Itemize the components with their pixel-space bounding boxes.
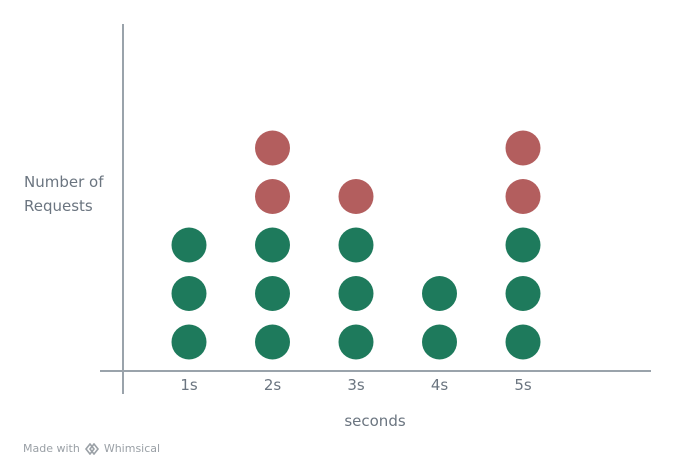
dot-mark — [255, 130, 290, 166]
x-tick-labels: 1s 2s 3s 4s 5s — [180, 376, 532, 394]
dot-mark — [505, 324, 541, 360]
dot-mark — [338, 276, 374, 311]
dot-mark — [338, 324, 374, 360]
dot-mark — [338, 179, 374, 214]
x-tick-label: 2s — [264, 376, 282, 394]
x-tick-label: 1s — [180, 376, 198, 394]
dot-mark — [171, 227, 207, 263]
dot-mark — [255, 179, 290, 214]
dot-mark — [505, 227, 541, 263]
made-with-footer: Made with Whimsical — [23, 442, 160, 455]
x-tick-label: 4s — [431, 376, 449, 394]
x-tick-label: 5s — [514, 376, 532, 394]
whimsical-logo-icon — [84, 442, 99, 455]
y-axis-label-line: Number of — [24, 173, 104, 191]
made-with-label: Made with — [23, 442, 80, 455]
whimsical-brand-label: Whimsical — [103, 442, 161, 455]
y-axis-label: Number of Requests — [24, 173, 104, 215]
dot-mark — [505, 276, 541, 311]
x-axis-label: seconds — [344, 412, 405, 430]
dot-mark — [422, 324, 457, 360]
dot-mark — [171, 324, 207, 360]
dot-mark — [171, 276, 207, 311]
x-tick-label: 3s — [347, 376, 365, 394]
dot-mark — [255, 276, 290, 311]
dot-marks — [171, 130, 541, 360]
dot-mark — [255, 227, 290, 263]
dot-mark — [505, 130, 541, 166]
y-axis-label-line: Requests — [24, 197, 93, 215]
dot-mark — [505, 179, 541, 214]
dot-mark — [338, 227, 374, 263]
dot-mark — [422, 276, 457, 311]
dot-mark — [255, 324, 290, 360]
